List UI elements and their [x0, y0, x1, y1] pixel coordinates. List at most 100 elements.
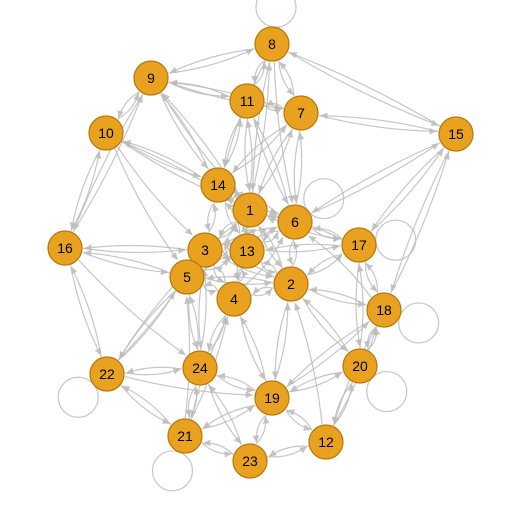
node-label: 10 — [98, 125, 114, 141]
edge — [304, 299, 349, 352]
graph-node-23[interactable]: 23 — [233, 444, 267, 478]
edge — [286, 409, 311, 429]
edge — [170, 83, 229, 97]
node-label: 5 — [183, 269, 191, 285]
node-label: 14 — [210, 177, 226, 193]
edge — [161, 93, 208, 168]
graph-node-6[interactable]: 6 — [278, 205, 312, 239]
edge — [123, 386, 171, 424]
self-loop — [152, 451, 192, 491]
node-label: 23 — [242, 453, 258, 469]
graph-node-12[interactable]: 12 — [309, 425, 343, 459]
node-label: 24 — [192, 360, 208, 376]
edge — [218, 376, 255, 391]
node-label: 16 — [57, 240, 73, 256]
edge — [372, 148, 444, 230]
edge — [125, 369, 180, 374]
graph-node-14[interactable]: 14 — [201, 168, 235, 202]
node-label: 19 — [264, 390, 280, 406]
node-label: 8 — [268, 36, 276, 52]
self-loop — [399, 303, 439, 343]
graph-node-19[interactable]: 19 — [255, 381, 289, 415]
graph-node-22[interactable]: 22 — [90, 357, 124, 391]
node-label: 6 — [291, 214, 299, 230]
edge — [72, 150, 100, 229]
graph-node-24[interactable]: 24 — [183, 351, 217, 385]
graph-node-15[interactable]: 15 — [439, 117, 473, 151]
edge — [225, 247, 229, 251]
edge — [189, 295, 197, 348]
node-label: 15 — [448, 126, 464, 142]
edge — [313, 143, 441, 213]
edge — [71, 152, 99, 231]
node-label: 22 — [99, 366, 115, 382]
node-label: 12 — [318, 434, 334, 450]
graph-node-7[interactable]: 7 — [284, 96, 318, 130]
edge — [288, 411, 313, 431]
graph-node-4[interactable]: 4 — [217, 282, 251, 316]
node-label: 17 — [351, 237, 367, 253]
edge — [209, 205, 216, 233]
graph-node-5[interactable]: 5 — [170, 260, 204, 294]
edge — [391, 153, 449, 294]
node-label: 7 — [297, 105, 305, 121]
edge — [84, 253, 169, 273]
edge — [208, 203, 215, 231]
graph-node-13[interactable]: 13 — [230, 234, 264, 268]
self-loop — [256, 0, 296, 27]
edge — [275, 304, 288, 381]
edge — [275, 302, 288, 379]
edge — [121, 385, 169, 423]
graph-node-9[interactable]: 9 — [134, 61, 168, 95]
edge — [120, 291, 176, 359]
graph-node-8[interactable]: 8 — [255, 27, 289, 61]
edge — [248, 230, 252, 233]
edge — [333, 384, 351, 425]
graph-node-1[interactable]: 1 — [233, 193, 267, 227]
edge — [267, 244, 341, 250]
node-label: 3 — [201, 242, 209, 258]
graph-node-17[interactable]: 17 — [342, 228, 376, 262]
edge — [190, 297, 198, 350]
edge — [223, 250, 227, 254]
edge — [280, 62, 294, 96]
edge — [170, 49, 254, 73]
edge — [85, 245, 187, 249]
edge — [83, 252, 168, 272]
edge — [127, 367, 182, 372]
edge — [308, 254, 343, 274]
nodes-layer: 123456789101112131415161718192021222324 — [48, 27, 473, 478]
edge — [74, 94, 143, 230]
graph-node-2[interactable]: 2 — [274, 267, 308, 301]
edge — [371, 149, 443, 231]
edge — [241, 318, 265, 382]
node-label: 11 — [240, 93, 255, 109]
node-label: 2 — [287, 276, 295, 292]
edge — [71, 267, 101, 357]
graph-node-20[interactable]: 20 — [343, 349, 377, 383]
node-label: 21 — [177, 428, 193, 444]
edge — [168, 49, 252, 73]
edge — [217, 375, 254, 390]
node-label: 13 — [239, 243, 255, 259]
graph-node-16[interactable]: 16 — [48, 231, 82, 265]
node-label: 20 — [352, 358, 368, 374]
node-label: 9 — [147, 70, 155, 86]
edge — [311, 144, 439, 214]
graph-node-11[interactable]: 11 — [230, 84, 264, 118]
edge — [169, 82, 228, 96]
edge — [118, 292, 174, 360]
network-graph: 123456789101112131415161718192021222324 — [0, 0, 519, 518]
edge — [334, 382, 352, 423]
edge — [303, 298, 348, 351]
graph-node-10[interactable]: 10 — [89, 116, 123, 150]
edge — [310, 289, 366, 305]
edge — [279, 61, 293, 95]
graph-node-21[interactable]: 21 — [168, 419, 202, 453]
node-label: 1 — [246, 202, 254, 218]
edge — [240, 316, 264, 380]
node-label: 18 — [376, 302, 392, 318]
node-label: 4 — [230, 291, 238, 307]
edge — [359, 265, 363, 348]
graph-node-18[interactable]: 18 — [367, 293, 401, 327]
